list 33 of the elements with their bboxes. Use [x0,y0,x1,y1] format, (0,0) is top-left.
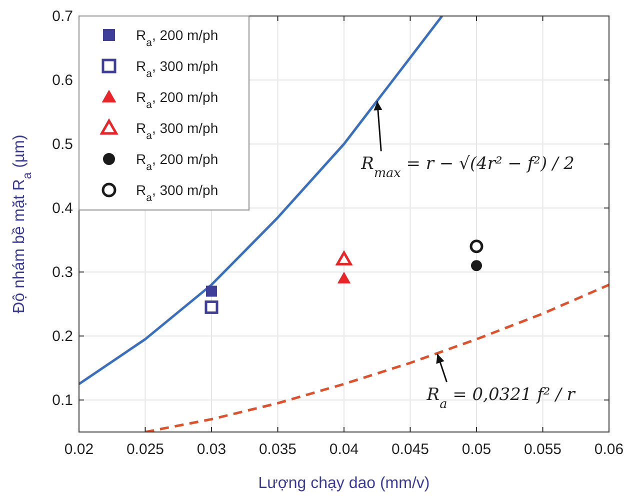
annotation: R$_{a}$ = 0,0321 f² / r [426,385,576,412]
x-tick-label: 0.035 [258,441,297,458]
point [336,251,352,266]
line-series [79,16,444,386]
x-tick-label: 0.045 [391,441,430,458]
x-axis-title: Lượng chạy dao (mm/v) [258,475,430,492]
x-tick-label: 0.055 [524,441,562,458]
x-tick-label: 0.025 [126,441,164,458]
legend-label: R$_{a}$, 200 m/ph [136,89,218,111]
y-tick-label: 0.6 [52,72,73,89]
y-tick-label: 0.4 [52,200,73,217]
y-tick-label: 0.7 [52,8,73,25]
legend-label: R$_{a}$, 300 m/ph [136,182,218,204]
legend-label: R$_{a}$, 200 m/ph [136,151,218,173]
line-series [144,284,609,432]
y-tick-label: 0.1 [52,392,73,409]
x-tick-label: 0.05 [462,441,492,458]
point [471,260,482,272]
y-tick-label: 0.2 [52,328,73,345]
x-tick-label: 0.02 [64,441,94,458]
y-tick-label: 0.5 [52,136,73,153]
x-tick-label: 0.03 [196,441,226,458]
y-tick-label: 0.3 [52,264,73,281]
legend-label: R$_{a}$, 300 m/ph [136,58,218,80]
point [206,286,217,297]
legend-label: R$_{a}$, 300 m/ph [136,120,218,142]
point [470,240,484,254]
annotation: R$_{max}$ = r − √(4r² − f²) / 2 [360,154,574,181]
x-tick-label: 0.04 [329,441,359,458]
point [337,272,351,284]
x-tick-label: 0.06 [594,441,624,458]
point [204,300,218,314]
legend-label: R$_{a}$, 200 m/ph [136,27,218,49]
